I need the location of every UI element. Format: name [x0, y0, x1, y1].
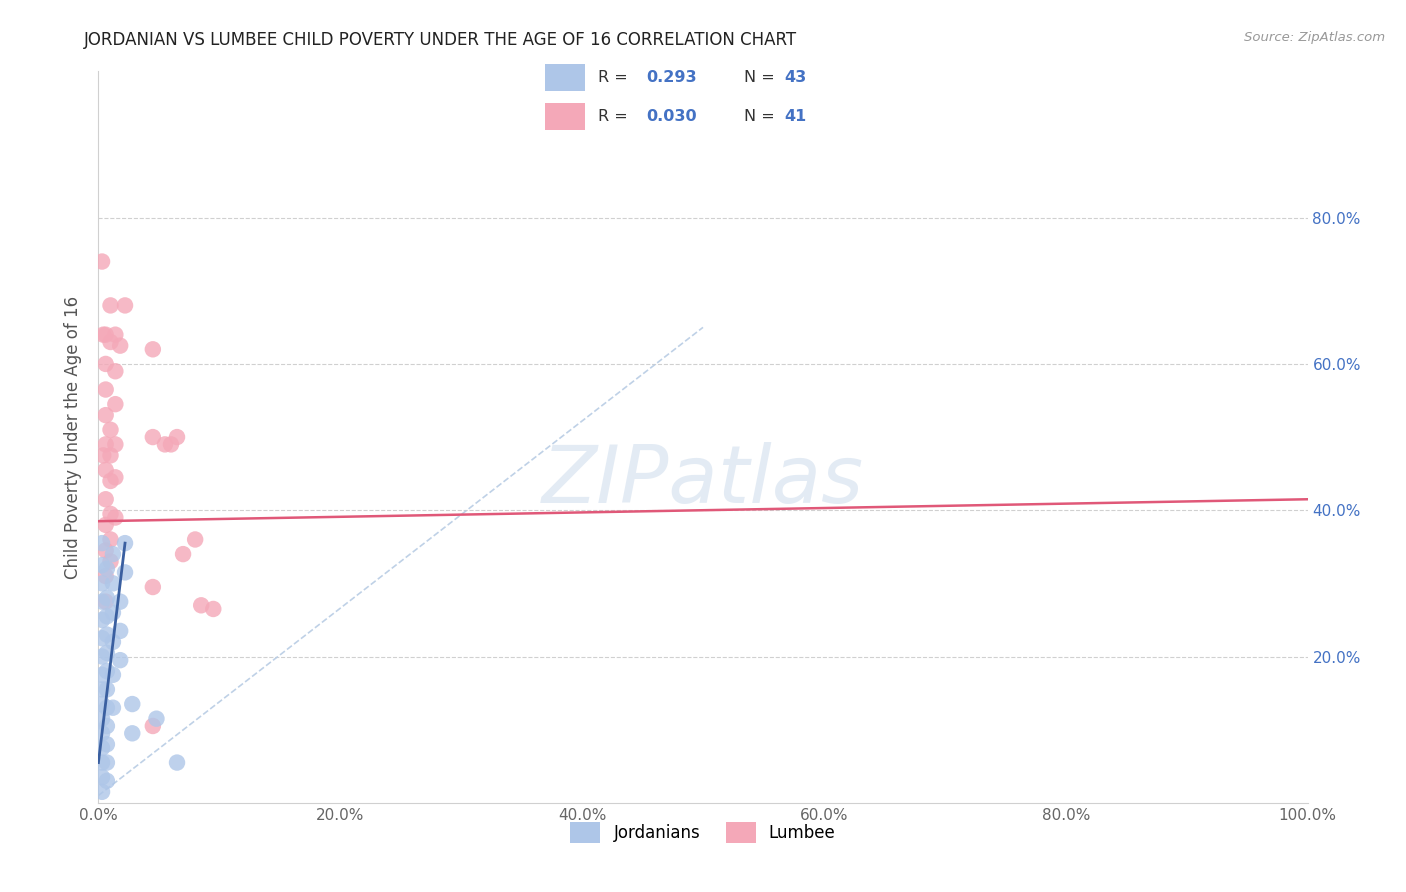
Point	[108, 338, 131, 352]
Point	[91, 576, 114, 591]
Point	[91, 254, 114, 268]
Point	[108, 624, 131, 638]
Text: R =: R =	[599, 109, 633, 124]
Point	[96, 562, 118, 576]
Point	[104, 470, 127, 484]
Point	[96, 756, 118, 770]
Point	[100, 474, 122, 488]
Point	[91, 740, 114, 755]
Point	[104, 510, 127, 524]
Point	[100, 507, 122, 521]
Point	[91, 712, 114, 726]
Point	[121, 726, 143, 740]
Point	[91, 327, 114, 342]
Text: ZIPatlas: ZIPatlas	[541, 442, 865, 520]
Point	[94, 408, 117, 422]
FancyBboxPatch shape	[546, 103, 585, 130]
Point	[96, 737, 118, 751]
Point	[142, 343, 165, 357]
Point	[108, 653, 131, 667]
Point	[91, 682, 114, 697]
Point	[145, 712, 167, 726]
Point	[104, 397, 127, 411]
Point	[91, 536, 114, 550]
Point	[91, 558, 114, 573]
Point	[91, 697, 114, 711]
Point	[100, 334, 122, 349]
Point	[96, 664, 118, 678]
Text: N =: N =	[745, 70, 780, 85]
Point	[153, 437, 176, 451]
Text: 41: 41	[785, 109, 807, 124]
Point	[94, 327, 117, 342]
Point	[96, 719, 118, 733]
Text: R =: R =	[599, 70, 633, 85]
Point	[114, 566, 136, 580]
Legend: Jordanians, Lumbee: Jordanians, Lumbee	[564, 815, 842, 849]
Point	[166, 430, 188, 444]
Point	[96, 609, 118, 624]
Point	[202, 602, 225, 616]
Text: 0.030: 0.030	[645, 109, 696, 124]
Point	[184, 533, 207, 547]
Point	[94, 569, 117, 583]
Point	[91, 448, 114, 462]
Point	[94, 594, 117, 608]
Point	[91, 594, 114, 608]
Point	[96, 700, 118, 714]
Point	[101, 606, 124, 620]
Point	[104, 364, 127, 378]
Point	[91, 726, 114, 740]
Point	[96, 627, 118, 641]
Text: Source: ZipAtlas.com: Source: ZipAtlas.com	[1244, 31, 1385, 45]
Point	[101, 635, 124, 649]
Point	[96, 682, 118, 697]
Point	[94, 492, 117, 507]
Point	[160, 437, 183, 451]
Point	[94, 383, 117, 397]
Point	[172, 547, 194, 561]
Point	[108, 594, 131, 608]
Point	[94, 437, 117, 451]
Point	[91, 785, 114, 799]
Point	[94, 357, 117, 371]
Point	[94, 517, 117, 532]
Y-axis label: Child Poverty Under the Age of 16: Child Poverty Under the Age of 16	[65, 295, 83, 579]
Point	[101, 667, 124, 681]
Point	[96, 646, 118, 660]
Point	[121, 697, 143, 711]
Text: JORDANIAN VS LUMBEE CHILD POVERTY UNDER THE AGE OF 16 CORRELATION CHART: JORDANIAN VS LUMBEE CHILD POVERTY UNDER …	[84, 31, 797, 49]
Point	[91, 667, 114, 681]
Point	[166, 756, 188, 770]
Point	[101, 700, 124, 714]
Point	[94, 543, 117, 558]
Point	[100, 554, 122, 568]
Point	[114, 298, 136, 312]
Point	[104, 437, 127, 451]
Point	[100, 448, 122, 462]
Point	[91, 770, 114, 784]
Point	[190, 599, 212, 613]
Text: N =: N =	[745, 109, 780, 124]
Point	[96, 591, 118, 605]
Point	[101, 576, 124, 591]
Point	[100, 423, 122, 437]
Text: 43: 43	[785, 70, 807, 85]
Point	[94, 463, 117, 477]
FancyBboxPatch shape	[546, 63, 585, 91]
Point	[142, 580, 165, 594]
Point	[100, 298, 122, 312]
Point	[96, 773, 118, 788]
Point	[91, 632, 114, 646]
Point	[91, 613, 114, 627]
Point	[142, 719, 165, 733]
Point	[104, 327, 127, 342]
Point	[91, 756, 114, 770]
Point	[114, 536, 136, 550]
Point	[91, 649, 114, 664]
Point	[142, 430, 165, 444]
Point	[100, 533, 122, 547]
Point	[101, 547, 124, 561]
Text: 0.293: 0.293	[645, 70, 696, 85]
